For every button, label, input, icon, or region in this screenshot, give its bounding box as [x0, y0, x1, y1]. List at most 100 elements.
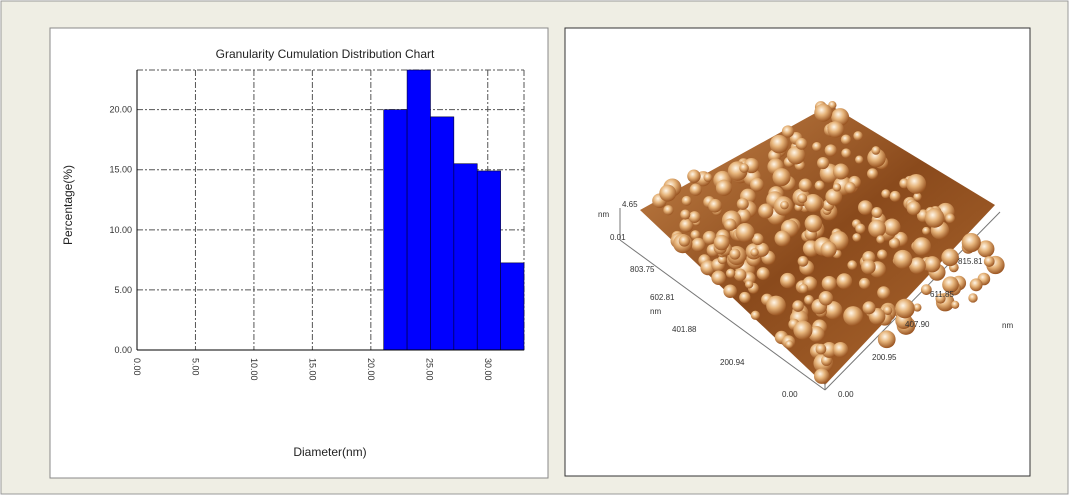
grain — [814, 368, 829, 383]
grain — [750, 248, 758, 256]
grain — [821, 241, 837, 257]
grain — [799, 179, 812, 192]
grain — [724, 219, 736, 231]
grain — [844, 182, 856, 194]
grain — [704, 173, 713, 182]
grain — [723, 284, 737, 298]
chart-title: Granularity Cumulation Distribution Char… — [216, 47, 435, 61]
grain — [862, 301, 875, 314]
grain — [793, 321, 812, 340]
grain — [876, 235, 885, 244]
grain — [833, 342, 848, 357]
grain — [817, 157, 829, 169]
grain — [868, 220, 886, 238]
afm-axis-label: 611.85 — [930, 290, 954, 299]
grain — [729, 249, 740, 260]
grain — [872, 146, 881, 155]
grain — [815, 181, 825, 191]
grain — [739, 163, 748, 172]
grain — [852, 233, 861, 242]
bar — [454, 164, 477, 350]
grain — [745, 280, 753, 288]
x-tick-label: 20.00 — [366, 358, 376, 381]
grain — [841, 148, 851, 158]
afm-axis-label: 4.65 — [622, 200, 638, 209]
grain — [819, 291, 833, 305]
grain — [799, 284, 809, 294]
grain — [797, 193, 807, 203]
grain — [833, 183, 841, 191]
grain — [716, 180, 732, 196]
afm-axis-label: 200.94 — [720, 358, 745, 367]
grain — [877, 286, 890, 299]
x-tick-label: 30.00 — [483, 358, 493, 381]
grain — [925, 208, 945, 228]
grain — [758, 204, 773, 219]
grain — [782, 125, 794, 137]
y-tick-label: 0.00 — [114, 345, 132, 355]
grain — [708, 199, 722, 213]
grain — [906, 174, 926, 194]
grain — [690, 184, 702, 196]
grain — [795, 138, 807, 150]
grain — [945, 213, 955, 223]
grain — [785, 340, 793, 348]
grain — [757, 267, 770, 280]
grain — [843, 306, 863, 326]
grain — [890, 191, 901, 202]
x-tick-label: 25.00 — [424, 358, 434, 381]
grain — [751, 311, 760, 320]
grain — [770, 135, 789, 154]
grain — [812, 142, 821, 151]
grain — [689, 211, 701, 223]
grain — [878, 330, 896, 348]
grain — [780, 201, 789, 210]
y-tick-label: 10.00 — [109, 225, 132, 235]
grain — [659, 185, 676, 202]
grain — [907, 201, 921, 215]
grain — [858, 200, 873, 215]
grain — [922, 227, 930, 235]
grain — [687, 169, 700, 182]
grain — [881, 189, 890, 198]
grain — [822, 276, 837, 291]
grain — [841, 134, 851, 144]
afm-axis-label: 407.90 — [905, 320, 930, 329]
grain — [750, 178, 764, 192]
y-tick-label: 15.00 — [109, 165, 132, 175]
figure: Granularity Cumulation Distribution Char… — [0, 0, 1069, 495]
bar — [407, 70, 430, 350]
grain — [951, 301, 959, 309]
bar — [430, 117, 453, 350]
grain — [855, 223, 865, 233]
afm-axis-label: 0.00 — [782, 390, 798, 399]
grain — [825, 188, 842, 205]
grain — [780, 273, 795, 288]
x-tick-label: 10.00 — [249, 358, 259, 381]
grain — [680, 209, 690, 219]
grain — [798, 256, 809, 267]
grain — [970, 278, 983, 291]
y-tick-label: 20.00 — [109, 105, 132, 115]
grain — [726, 269, 735, 278]
afm-axis-label: nm — [1002, 321, 1013, 330]
grain — [847, 260, 857, 270]
grain — [893, 250, 912, 269]
y-axis-label: Percentage(%) — [61, 165, 75, 245]
grain — [816, 344, 827, 355]
grain — [853, 131, 862, 140]
grain — [714, 235, 730, 251]
afm-axis-label: 602.81 — [650, 293, 675, 302]
grain — [739, 292, 750, 303]
grain — [737, 198, 749, 210]
x-tick-label: 5.00 — [190, 358, 200, 376]
afm-axis-label: nm — [598, 210, 609, 219]
grain — [941, 249, 959, 267]
bar — [477, 171, 500, 350]
afm-axis-label: 815.81 — [958, 257, 983, 266]
x-axis-label: Diameter(nm) — [293, 445, 366, 459]
afm-axis-label: 401.88 — [672, 325, 697, 334]
grain — [825, 144, 837, 156]
grain — [734, 269, 747, 282]
grain — [913, 237, 931, 255]
